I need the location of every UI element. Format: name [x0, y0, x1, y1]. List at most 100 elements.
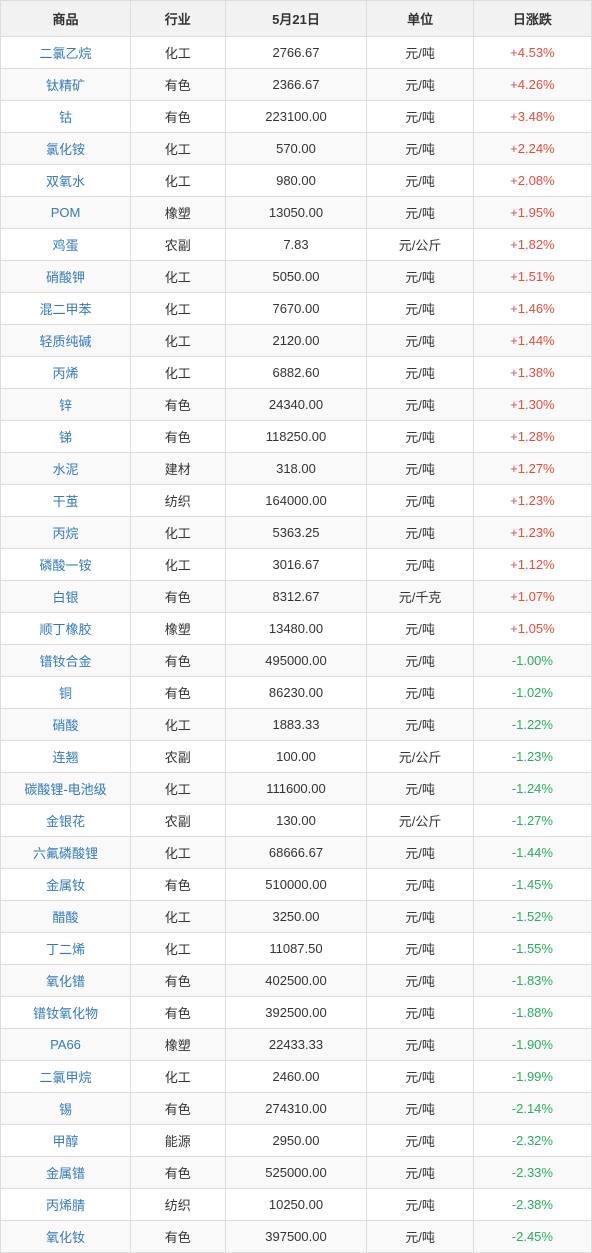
cell-industry: 有色	[131, 69, 226, 101]
cell-change: -1.90%	[473, 1029, 591, 1061]
cell-commodity[interactable]: 干茧	[1, 485, 131, 517]
cell-commodity[interactable]: 白银	[1, 581, 131, 613]
table-row: 二氯甲烷化工2460.00元/吨-1.99%	[1, 1061, 592, 1093]
cell-commodity[interactable]: 顺丁橡胶	[1, 613, 131, 645]
cell-commodity[interactable]: 氧化钕	[1, 1221, 131, 1253]
table-row: POM橡塑13050.00元/吨+1.95%	[1, 197, 592, 229]
cell-commodity[interactable]: 锌	[1, 389, 131, 421]
cell-industry: 有色	[131, 645, 226, 677]
cell-commodity[interactable]: 混二甲苯	[1, 293, 131, 325]
cell-change: +1.46%	[473, 293, 591, 325]
cell-commodity[interactable]: 连翘	[1, 741, 131, 773]
cell-change: -1.24%	[473, 773, 591, 805]
cell-price: 7670.00	[225, 293, 367, 325]
cell-commodity[interactable]: 钴	[1, 101, 131, 133]
table-row: 金银花农副130.00元/公斤-1.27%	[1, 805, 592, 837]
table-row: PA66橡塑22433.33元/吨-1.90%	[1, 1029, 592, 1061]
cell-commodity[interactable]: 钛精矿	[1, 69, 131, 101]
cell-commodity[interactable]: 丙烯	[1, 357, 131, 389]
cell-commodity[interactable]: 铜	[1, 677, 131, 709]
cell-commodity[interactable]: 双氧水	[1, 165, 131, 197]
cell-commodity[interactable]: 醋酸	[1, 901, 131, 933]
cell-unit: 元/吨	[367, 357, 473, 389]
cell-commodity[interactable]: 锡	[1, 1093, 131, 1125]
cell-commodity[interactable]: 碳酸锂-电池级	[1, 773, 131, 805]
cell-change: -1.22%	[473, 709, 591, 741]
cell-commodity[interactable]: 氧化镨	[1, 965, 131, 997]
table-row: 二氯乙烷化工2766.67元/吨+4.53%	[1, 37, 592, 69]
cell-change: -2.45%	[473, 1221, 591, 1253]
table-row: 钛精矿有色2366.67元/吨+4.26%	[1, 69, 592, 101]
cell-commodity[interactable]: 轻质纯碱	[1, 325, 131, 357]
cell-price: 164000.00	[225, 485, 367, 517]
cell-price: 223100.00	[225, 101, 367, 133]
cell-change: +1.51%	[473, 261, 591, 293]
cell-unit: 元/吨	[367, 389, 473, 421]
table-row: 白银有色8312.67元/千克+1.07%	[1, 581, 592, 613]
cell-industry: 有色	[131, 1221, 226, 1253]
cell-industry: 有色	[131, 997, 226, 1029]
cell-price: 2460.00	[225, 1061, 367, 1093]
cell-unit: 元/吨	[367, 869, 473, 901]
cell-price: 402500.00	[225, 965, 367, 997]
cell-price: 397500.00	[225, 1221, 367, 1253]
cell-commodity[interactable]: 金属钕	[1, 869, 131, 901]
cell-commodity[interactable]: 镨钕合金	[1, 645, 131, 677]
cell-price: 5363.25	[225, 517, 367, 549]
table-row: 混二甲苯化工7670.00元/吨+1.46%	[1, 293, 592, 325]
cell-commodity[interactable]: 鸡蛋	[1, 229, 131, 261]
cell-commodity[interactable]: 六氟磷酸锂	[1, 837, 131, 869]
cell-commodity[interactable]: 金属镨	[1, 1157, 131, 1189]
cell-commodity[interactable]: POM	[1, 197, 131, 229]
cell-unit: 元/吨	[367, 133, 473, 165]
table-row: 铜有色86230.00元/吨-1.02%	[1, 677, 592, 709]
table-body: 二氯乙烷化工2766.67元/吨+4.53%钛精矿有色2366.67元/吨+4.…	[1, 37, 592, 1253]
cell-commodity[interactable]: 硝酸钾	[1, 261, 131, 293]
cell-price: 980.00	[225, 165, 367, 197]
table-row: 氧化钕有色397500.00元/吨-2.45%	[1, 1221, 592, 1253]
cell-industry: 化工	[131, 901, 226, 933]
cell-commodity[interactable]: 丙烷	[1, 517, 131, 549]
cell-industry: 化工	[131, 773, 226, 805]
cell-industry: 有色	[131, 677, 226, 709]
table-row: 鸡蛋农副7.83元/公斤+1.82%	[1, 229, 592, 261]
cell-unit: 元/公斤	[367, 229, 473, 261]
cell-commodity[interactable]: 金银花	[1, 805, 131, 837]
cell-change: -2.14%	[473, 1093, 591, 1125]
cell-commodity[interactable]: 甲醇	[1, 1125, 131, 1157]
cell-unit: 元/公斤	[367, 741, 473, 773]
cell-commodity[interactable]: 丙烯腈	[1, 1189, 131, 1221]
cell-unit: 元/吨	[367, 965, 473, 997]
cell-industry: 化工	[131, 357, 226, 389]
cell-commodity[interactable]: 镨钕氧化物	[1, 997, 131, 1029]
cell-change: +1.30%	[473, 389, 591, 421]
cell-commodity[interactable]: PA66	[1, 1029, 131, 1061]
cell-price: 100.00	[225, 741, 367, 773]
cell-unit: 元/吨	[367, 837, 473, 869]
cell-commodity[interactable]: 水泥	[1, 453, 131, 485]
cell-change: -1.83%	[473, 965, 591, 997]
cell-commodity[interactable]: 硝酸	[1, 709, 131, 741]
cell-change: +1.38%	[473, 357, 591, 389]
cell-price: 111600.00	[225, 773, 367, 805]
cell-price: 8312.67	[225, 581, 367, 613]
cell-price: 495000.00	[225, 645, 367, 677]
cell-unit: 元/吨	[367, 261, 473, 293]
cell-price: 6882.60	[225, 357, 367, 389]
cell-change: -1.44%	[473, 837, 591, 869]
table-row: 镨钕氧化物有色392500.00元/吨-1.88%	[1, 997, 592, 1029]
cell-commodity[interactable]: 二氯乙烷	[1, 37, 131, 69]
cell-commodity[interactable]: 氯化铵	[1, 133, 131, 165]
cell-industry: 有色	[131, 581, 226, 613]
cell-price: 1883.33	[225, 709, 367, 741]
cell-commodity[interactable]: 磷酸一铵	[1, 549, 131, 581]
cell-price: 130.00	[225, 805, 367, 837]
cell-price: 7.83	[225, 229, 367, 261]
cell-commodity[interactable]: 丁二烯	[1, 933, 131, 965]
cell-industry: 化工	[131, 1061, 226, 1093]
table-row: 钴有色223100.00元/吨+3.48%	[1, 101, 592, 133]
cell-commodity[interactable]: 锑	[1, 421, 131, 453]
cell-change: +1.23%	[473, 485, 591, 517]
cell-price: 24340.00	[225, 389, 367, 421]
cell-commodity[interactable]: 二氯甲烷	[1, 1061, 131, 1093]
